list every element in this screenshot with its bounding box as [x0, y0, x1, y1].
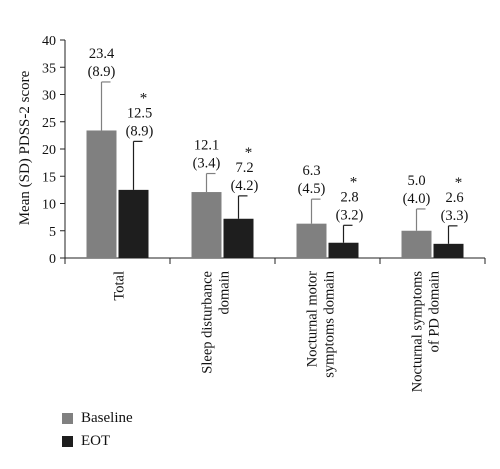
bar-baseline: [191, 192, 222, 258]
legend-label-eot: EOT: [81, 433, 111, 449]
value-label-baseline: 6.3: [302, 163, 320, 179]
x-category-label: Sleep disturbancedomain: [200, 270, 233, 373]
value-label-baseline: 5.0: [407, 173, 425, 189]
sd-label-eot: (3.2): [336, 207, 364, 223]
y-tick-label: 35: [42, 61, 56, 76]
sd-label-eot: (3.3): [441, 208, 469, 224]
sd-label-baseline: (4.5): [298, 181, 326, 197]
bar-baseline: [296, 223, 327, 258]
legend-swatch-eot: [62, 436, 73, 447]
value-label-baseline: 23.4: [89, 46, 115, 62]
sd-label-baseline: (8.9): [88, 64, 116, 80]
value-label-baseline: 12.1: [194, 138, 219, 154]
x-category-label-line: Nocturnal motor: [305, 271, 321, 367]
y-tick-label: 30: [42, 89, 56, 104]
significance-marker: *: [350, 174, 358, 190]
labels: (8.9)23.4(8.9)12.5*Total(3.4)12.1(4.2)7.…: [88, 46, 469, 392]
x-category-label-line: of PD domain: [427, 270, 443, 352]
bar-eot: [223, 218, 254, 258]
value-label-eot: 7.2: [235, 160, 253, 176]
bar-baseline: [86, 130, 117, 258]
y-axis-label: Mean (SD) PDSS-2 score: [17, 70, 33, 225]
sd-label-baseline: (4.0): [403, 191, 431, 207]
sd-label-baseline: (3.4): [193, 156, 221, 172]
y-tick-label: 15: [42, 170, 56, 185]
x-category-label-line: domain: [217, 270, 233, 314]
legend-item-eot: EOT: [62, 433, 110, 450]
significance-marker: *: [455, 175, 463, 191]
x-category-label-line: symptoms domain: [322, 270, 338, 377]
value-label-eot: 2.8: [340, 189, 358, 205]
x-category-label: Total: [112, 271, 128, 301]
sd-label-eot: (4.2): [231, 178, 259, 194]
bar-eot: [328, 242, 359, 258]
y-tick-label: 0: [49, 252, 56, 267]
x-category-label: Nocturnal symptomsof PD domain: [410, 270, 443, 392]
bar-eot: [118, 189, 149, 258]
legend-item-baseline: Baseline: [62, 410, 133, 427]
bars: [86, 81, 464, 258]
x-category-label: Nocturnal motorsymptoms domain: [305, 270, 338, 377]
x-category-label-line: Total: [112, 271, 128, 301]
sd-label-eot: (8.9): [126, 123, 154, 139]
bar-baseline: [401, 230, 432, 258]
significance-marker: *: [140, 90, 148, 106]
y-tick-label: 20: [42, 143, 56, 158]
y-tick-label: 10: [42, 198, 56, 213]
bar-eot: [433, 243, 464, 258]
y-tick-label: 40: [42, 34, 56, 49]
y-tick-label: 25: [42, 116, 56, 131]
value-label-eot: 2.6: [445, 190, 463, 206]
value-label-eot: 12.5: [127, 105, 152, 121]
significance-marker: *: [245, 145, 253, 161]
x-category-label-line: Nocturnal symptoms: [410, 271, 426, 393]
y-tick-label: 5: [49, 225, 56, 240]
legend-swatch-baseline: [62, 413, 73, 424]
x-category-label-line: Sleep disturbance: [200, 271, 216, 374]
legend-label-baseline: Baseline: [81, 410, 133, 426]
